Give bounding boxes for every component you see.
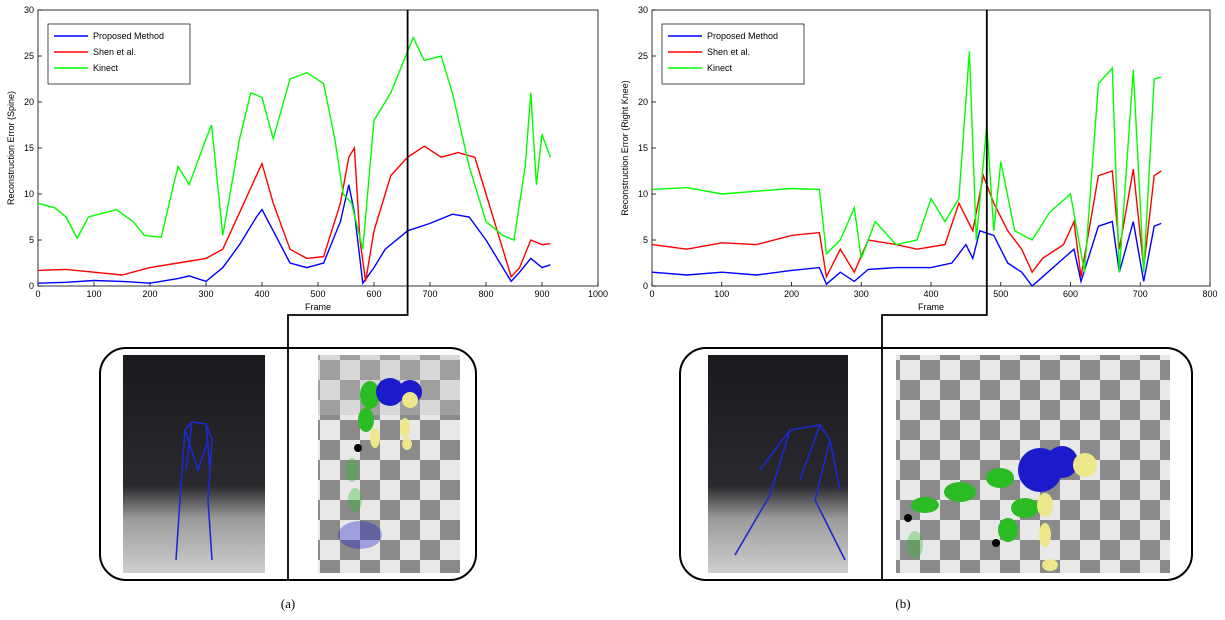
caption: (a)	[281, 596, 295, 611]
y-tick-label: 20	[24, 97, 34, 107]
y-tick-label: 10	[24, 189, 34, 199]
y-tick-label: 20	[638, 97, 648, 107]
x-tick-label: 800	[478, 289, 493, 299]
y-tick-label: 25	[638, 51, 648, 61]
y-tick-label: 30	[24, 5, 34, 15]
y-tick-label: 5	[643, 235, 648, 245]
x-tick-label: 700	[422, 289, 437, 299]
x-tick-label: 0	[649, 289, 654, 299]
x-axis-label: Frame	[305, 302, 331, 312]
x-tick-label: 300	[198, 289, 213, 299]
x-tick-label: 900	[534, 289, 549, 299]
y-tick-label: 0	[643, 281, 648, 291]
y-tick-label: 0	[29, 281, 34, 291]
x-tick-label: 600	[1063, 289, 1078, 299]
y-tick-label: 15	[24, 143, 34, 153]
x-tick-label: 100	[86, 289, 101, 299]
caption: (b)	[895, 596, 910, 611]
x-axis-label: Frame	[918, 302, 944, 312]
legend-label: Kinect	[93, 63, 119, 73]
legend-label: Kinect	[707, 63, 733, 73]
x-tick-label: 500	[993, 289, 1008, 299]
legend-label: Proposed Method	[707, 31, 778, 41]
y-axis-label: Reconstruction Error (Spine)	[6, 91, 16, 205]
x-tick-label: 200	[784, 289, 799, 299]
legend-label: Shen et al.	[93, 47, 136, 57]
y-tick-label: 30	[638, 5, 648, 15]
x-tick-label: 300	[854, 289, 869, 299]
x-tick-label: 700	[1133, 289, 1148, 299]
x-tick-label: 0	[35, 289, 40, 299]
x-tick-label: 400	[923, 289, 938, 299]
y-axis-label: Reconstruction Error (Right Knee)	[620, 80, 630, 216]
y-tick-label: 10	[638, 189, 648, 199]
legend-label: Shen et al.	[707, 47, 750, 57]
y-tick-label: 25	[24, 51, 34, 61]
x-tick-label: 400	[254, 289, 269, 299]
x-tick-label: 100	[714, 289, 729, 299]
x-tick-label: 1000	[588, 289, 608, 299]
y-tick-label: 5	[29, 235, 34, 245]
x-tick-label: 200	[142, 289, 157, 299]
y-tick-label: 15	[638, 143, 648, 153]
figure: (a) (b) 01002003004005006007008009001000…	[0, 0, 1225, 620]
x-tick-label: 600	[366, 289, 381, 299]
panel-b	[680, 348, 1192, 580]
legend-label: Proposed Method	[93, 31, 164, 41]
x-tick-label: 500	[310, 289, 325, 299]
x-tick-label: 800	[1202, 289, 1217, 299]
